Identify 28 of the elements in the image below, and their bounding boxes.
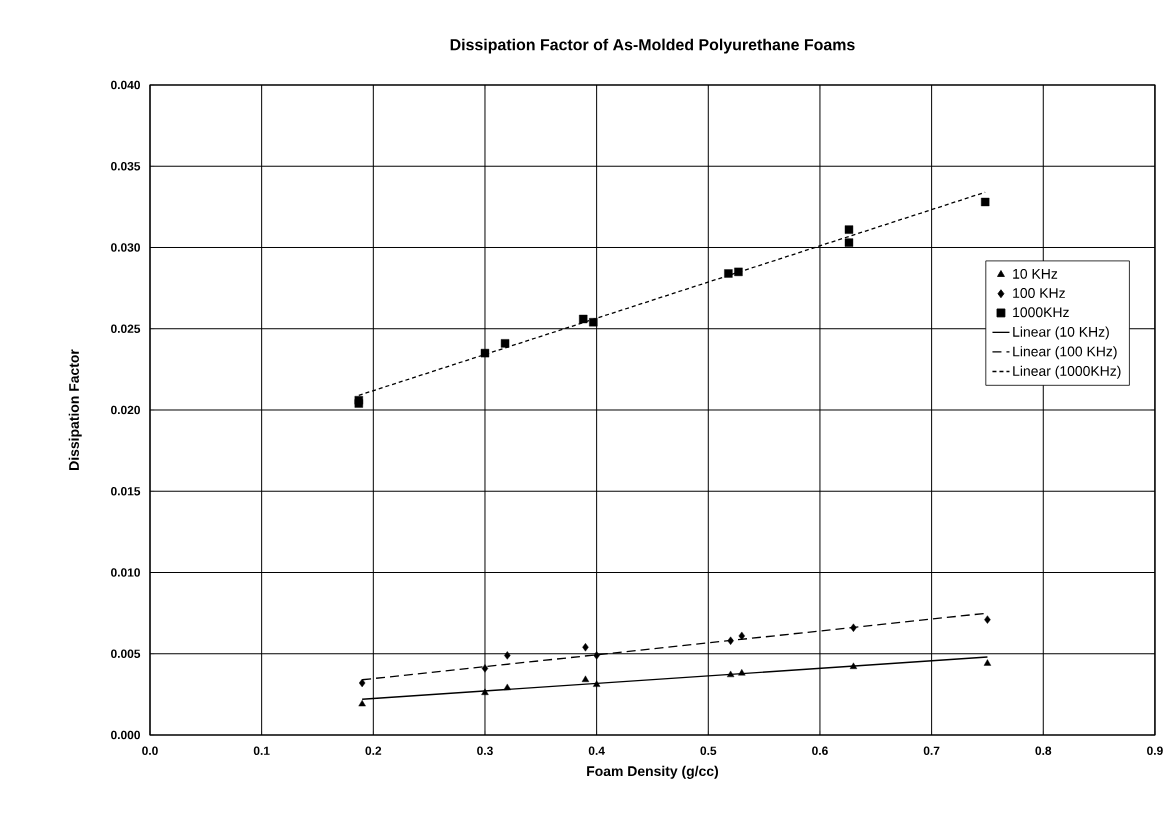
y-axis-title: Dissipation Factor: [68, 349, 82, 470]
legend-label: Linear (100 KHz): [1013, 346, 1117, 360]
legend-label: 100 KHz: [1013, 288, 1065, 298]
y-tick-label: 0.020: [111, 405, 140, 415]
y-tick-label: 0.030: [111, 243, 140, 252]
y-tick-label: 0.015: [111, 487, 141, 496]
legend-label: Linear (10 KHz): [1013, 326, 1109, 340]
x-axis-title: Foam Density (g/cc): [587, 765, 719, 779]
y-tick-label: 0.040: [111, 80, 140, 90]
y-tick-label: 0.005: [111, 649, 141, 658]
x-tick-label: 0.6: [812, 746, 828, 755]
chart-title: Dissipation Factor of As-Molded Polyurethane Foams: [450, 38, 855, 54]
x-tick-label: 0.8: [1035, 746, 1052, 755]
x-tick-label: 0.3: [477, 746, 493, 756]
legend-label: 10 KHz: [1013, 268, 1058, 279]
x-tick-label: 0.4: [588, 746, 605, 755]
x-tick-label: 0.0: [142, 746, 158, 755]
x-tick-label: 0.7: [923, 746, 940, 755]
y-tick-label: 0.000: [111, 730, 140, 740]
legend-label: Linear (1000KHz): [1013, 365, 1121, 379]
x-tick-label: 0.9: [1147, 746, 1163, 755]
x-tick-label: 0.2: [365, 746, 382, 755]
y-tick-label: 0.035: [111, 162, 141, 171]
y-tick-label: 0.025: [111, 324, 141, 333]
legend-label: 1000KHz: [1013, 307, 1069, 318]
y-tick-label: 0.010: [111, 568, 140, 577]
x-tick-label: 0.1: [253, 746, 270, 755]
x-tick-label: 0.5: [700, 746, 717, 755]
